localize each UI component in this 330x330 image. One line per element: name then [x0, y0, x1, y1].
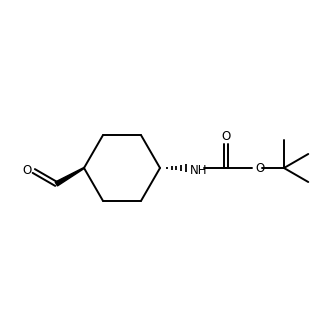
Text: O: O [22, 164, 31, 178]
Text: NH: NH [190, 163, 208, 177]
Text: O: O [221, 129, 231, 143]
Polygon shape [55, 168, 84, 186]
Text: O: O [255, 161, 264, 175]
